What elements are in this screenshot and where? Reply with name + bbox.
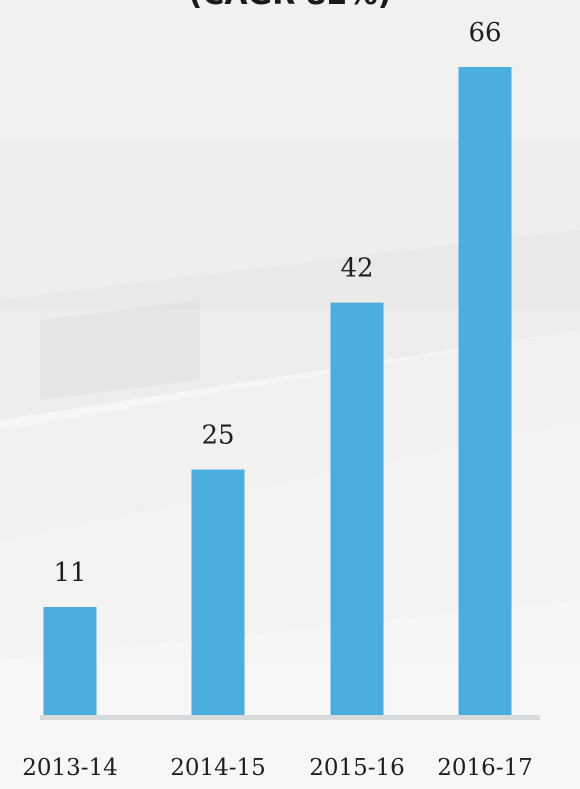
bar-2015-16	[330, 302, 384, 715]
value-label-2013-14: 11	[53, 558, 86, 588]
value-labels-group: 11 25 42 66	[53, 18, 501, 588]
category-label-2014-15: 2014-15	[170, 755, 266, 781]
x-axis-baseline	[40, 715, 540, 720]
bar-2016-17	[458, 67, 512, 715]
category-label-2015-16: 2015-16	[309, 755, 405, 781]
value-label-2016-17: 66	[468, 18, 501, 48]
category-labels-group: 2013-14 2014-15 2015-16 2016-17	[22, 755, 533, 781]
bar-2014-15	[191, 469, 245, 715]
category-label-2016-17: 2016-17	[437, 755, 533, 781]
category-label-2013-14: 2013-14	[22, 755, 118, 781]
bars-group	[43, 67, 512, 715]
chart-title: (CAGR 82%)	[189, 0, 392, 12]
bar-2013-14	[43, 607, 97, 715]
value-label-2015-16: 42	[340, 254, 373, 284]
value-label-2014-15: 25	[201, 421, 234, 451]
